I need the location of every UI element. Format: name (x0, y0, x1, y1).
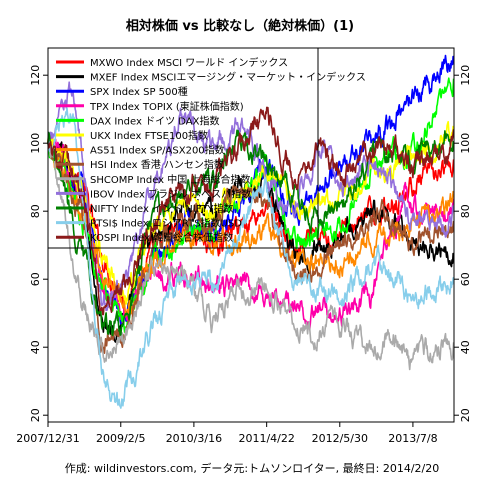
legend-box (47, 47, 319, 249)
legend-entry-label: NIFTY Index インド NIFTY指数 (90, 202, 234, 215)
legend-entry-label: SHCOMP Index 中国 上海総合指数 (90, 173, 250, 186)
x-tick-label: 2011/4/22 (238, 432, 294, 445)
legend-entry-label: IBOV Index ブラジル ボベスパ指数 (90, 187, 251, 200)
legend-entry-label: UKX Index FTSE100指数 (90, 129, 208, 142)
y-tick-label-left: 80 (29, 204, 42, 218)
x-tick-label: 2012/5/30 (312, 432, 368, 445)
y-tick-label-right: 60 (459, 272, 472, 286)
y-tick-label-right: 100 (459, 133, 472, 154)
series-line-13 (47, 106, 455, 316)
chart-title: 相対株価 vs 比較なし（絶対株価）(1) (126, 18, 354, 34)
y-tick-label-left: 20 (29, 408, 42, 422)
chart-caption: 作成: wildinvestors.com, データ元:トムソンロイター, 最終… (65, 461, 439, 475)
series-line-12 (47, 107, 455, 409)
x-tick-label: 2007/12/31 (16, 432, 79, 445)
y-tick-label-right: 20 (459, 408, 472, 422)
y-tick-label-left: 120 (29, 65, 42, 86)
legend-entry-label: TPX Index TOPIX (東証株価指数) (89, 100, 244, 113)
series-line-3 (47, 54, 455, 325)
legend: MXWO Index MSCI ワールド インデックス MXEF Index MS… (47, 47, 366, 249)
y-tick-label-right: 40 (459, 340, 472, 354)
y-tick-label-left: 100 (29, 133, 42, 154)
legend-entry-label: HSI Index 香港 ハンセン指数 (90, 158, 224, 171)
series-line-9 (47, 139, 455, 371)
series-layer (47, 54, 455, 409)
y-tick-label-left: 40 (29, 340, 42, 354)
legend-entry-label: AS51 Index SP/ASX200指数 (90, 144, 225, 157)
legend-entry-label: MXWO Index MSCI ワールド インデックス (90, 56, 288, 69)
y-tick-label-left: 60 (29, 272, 42, 286)
x-tick-label: 2013/7/8 (388, 432, 437, 445)
series-line-8 (47, 138, 455, 354)
legend-entry-label: RTSI$ Index ロシアRTS指数USD (90, 217, 242, 230)
x-tick-label: 2009/2/5 (96, 432, 145, 445)
legend-entry-label: KOSPI Index 韓国総合株価指数 (90, 231, 233, 244)
y-tick-label-right: 120 (459, 65, 472, 86)
legend-entry-label: MXEF Index MSCIエマージング・マーケット・インデックス (90, 71, 366, 84)
y-tick-label-right: 80 (459, 204, 472, 218)
legend-entry-label: SPX Index SP 500種 (90, 85, 188, 98)
legend-entry-label: DAX Index ドイツ DAX指数 (90, 114, 220, 127)
series-line-11 (47, 129, 455, 337)
x-tick-label: 2010/3/16 (166, 432, 222, 445)
